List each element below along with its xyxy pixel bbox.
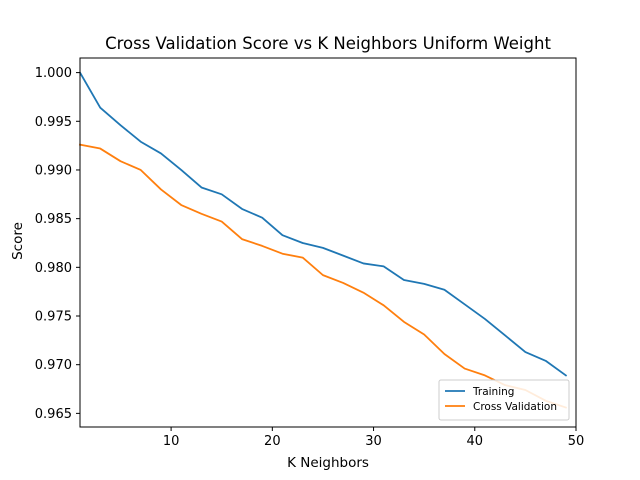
y-tick-label: 0.990 xyxy=(35,163,72,178)
x-tick-label: 50 xyxy=(568,434,585,449)
y-tick-label: 0.975 xyxy=(35,310,72,325)
x-tick-label: 20 xyxy=(264,434,281,449)
x-tick-label: 10 xyxy=(163,434,180,449)
y-tick-label: 0.985 xyxy=(35,212,72,227)
legend-entry-1: Cross Validation xyxy=(473,401,557,413)
y-tick-label: 0.965 xyxy=(35,407,72,422)
y-tick-label: 1.000 xyxy=(35,66,72,81)
series-line-0 xyxy=(78,71,568,377)
legend-entry-0: Training xyxy=(472,386,514,398)
y-tick-label: 0.980 xyxy=(35,261,72,276)
axes: 10 20 30 40 50 0.965 0.970 0.975 0.980 0.985 0.990… xyxy=(35,57,585,449)
x-tick-label: 30 xyxy=(365,434,382,449)
legend: Training Cross Validation xyxy=(438,379,570,421)
series-line-1 xyxy=(78,143,568,409)
chart-title: Cross Validation Score vs K Neighbors Un… xyxy=(105,34,551,53)
axes-frame xyxy=(79,57,577,428)
legend-box xyxy=(438,379,570,421)
y-axis-label: Score xyxy=(10,222,26,260)
plot-area xyxy=(78,71,568,409)
x-axis-label: K Neighbors xyxy=(287,455,369,471)
y-tick-label: 0.995 xyxy=(35,115,72,130)
y-tick-label: 0.970 xyxy=(35,358,72,373)
x-tick-label: 40 xyxy=(467,434,484,449)
